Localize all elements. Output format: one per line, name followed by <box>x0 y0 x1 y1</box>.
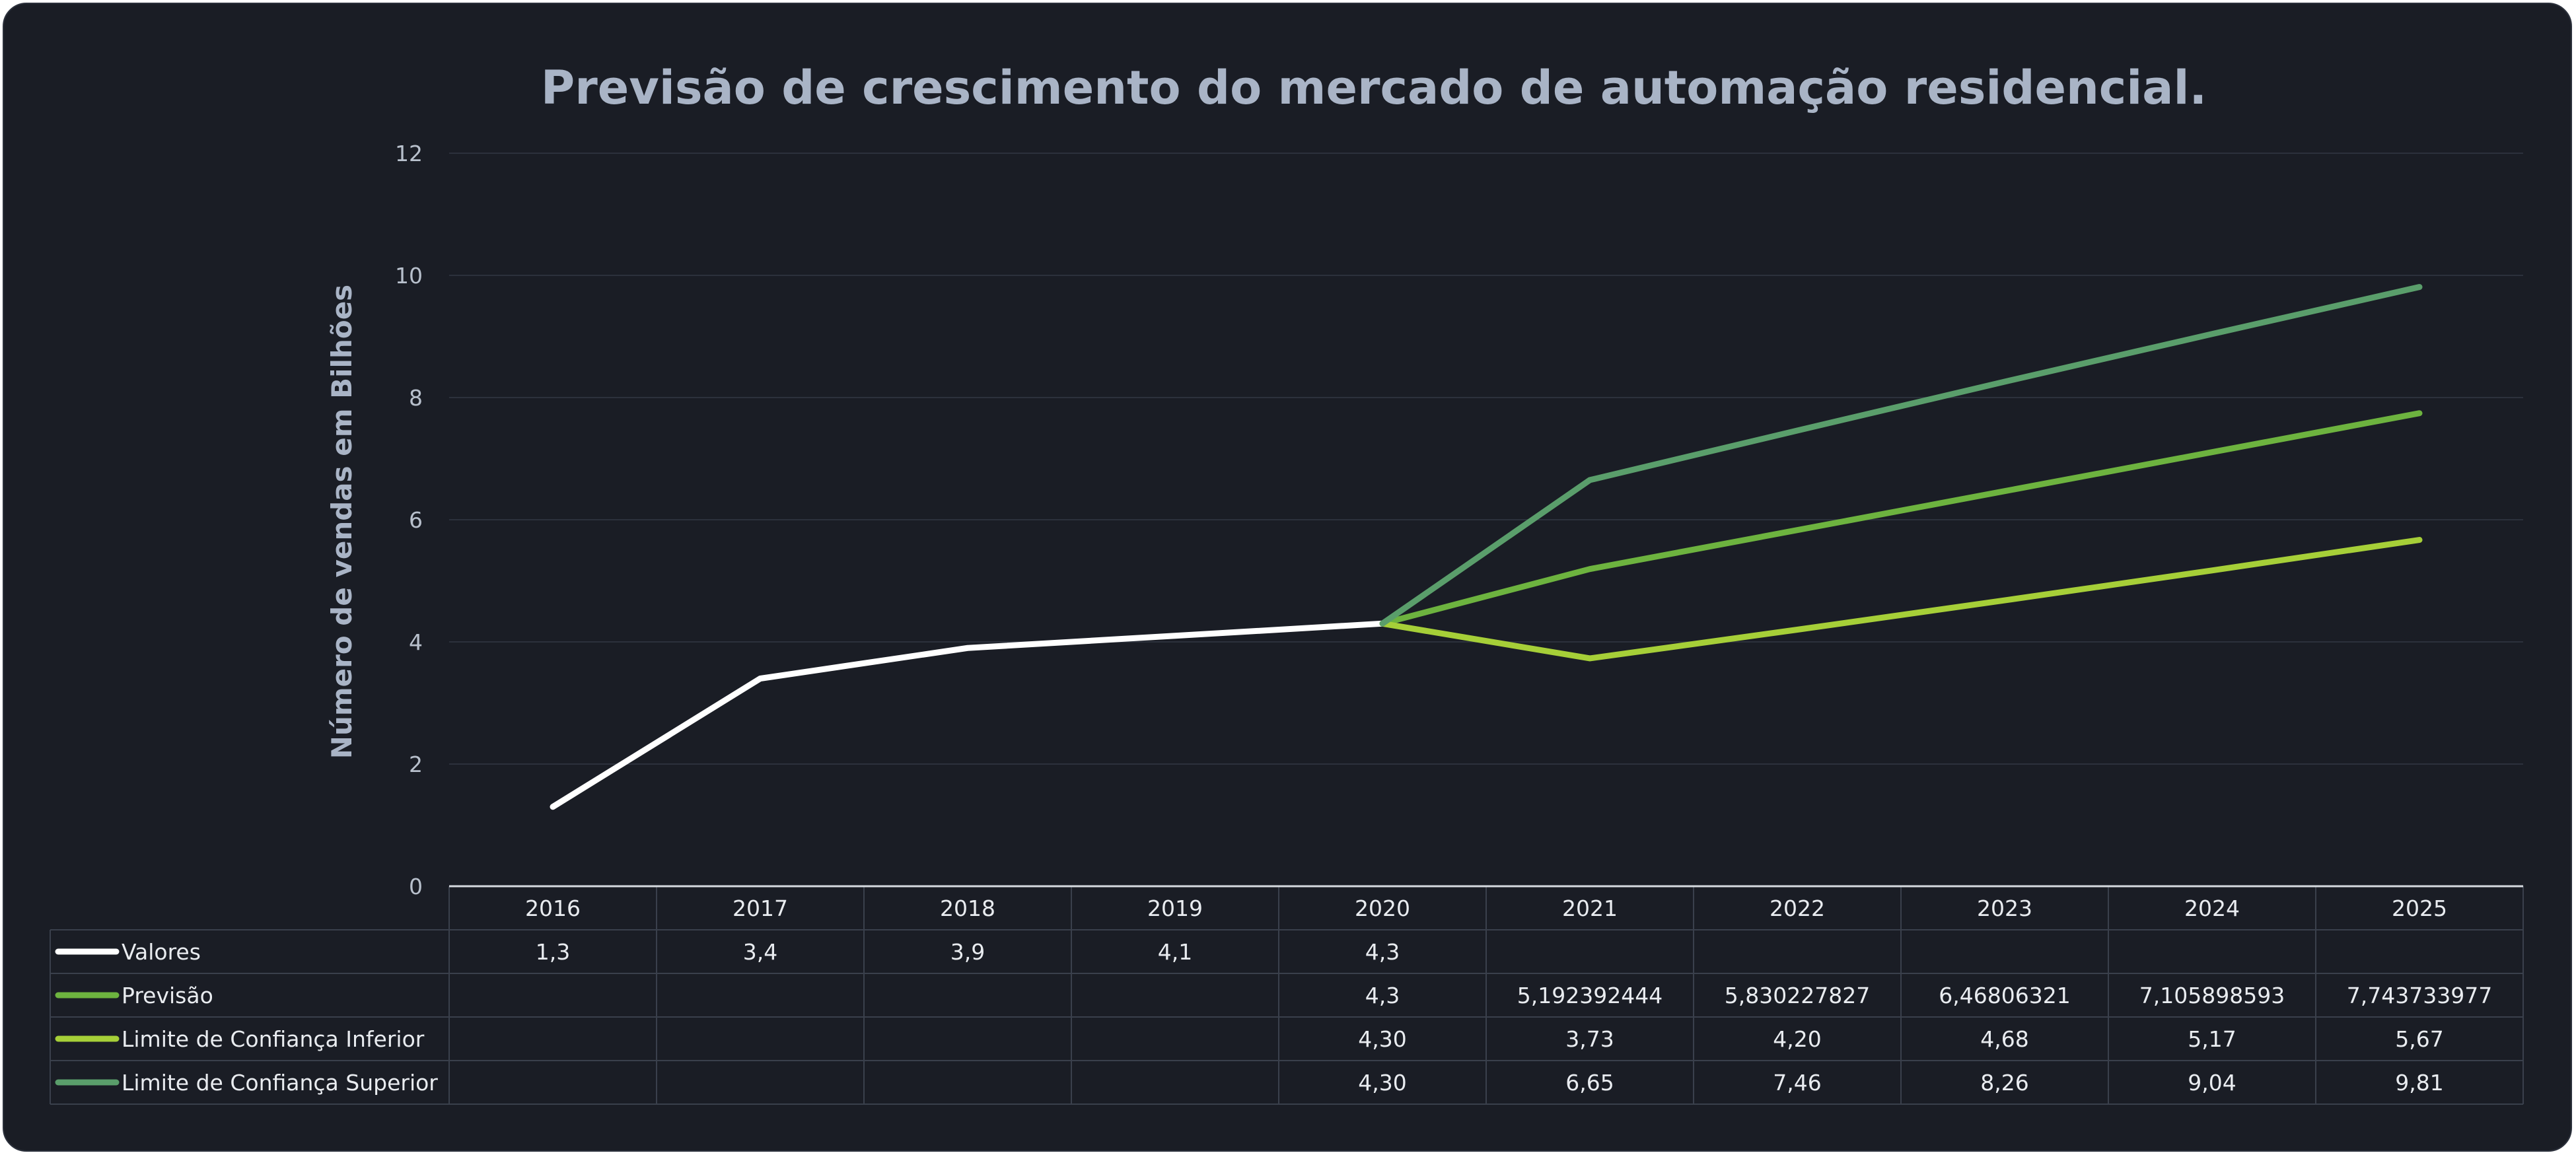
series-line-1 <box>550 620 1386 810</box>
data-label: 7,46 <box>1773 1070 1821 1096</box>
x-tick-label: 2019 <box>1147 895 1203 921</box>
data-label: 4,20 <box>1773 1026 1821 1052</box>
data-label: 3,9 <box>950 939 985 965</box>
legend-label: Previsão <box>122 983 213 1008</box>
data-label: 4,68 <box>1980 1026 2028 1052</box>
data-label: 4,3 <box>1365 983 1400 1008</box>
legend-label: Limite de Confiança Inferior <box>122 1026 425 1052</box>
y-tick-label: 8 <box>409 385 423 411</box>
data-label: 6,65 <box>1565 1070 1614 1096</box>
x-tick-label: 2018 <box>940 895 995 921</box>
x-tick-label: 2023 <box>1977 895 2032 921</box>
data-label: 4,1 <box>1158 939 1192 965</box>
data-label: 4,3 <box>1365 939 1400 965</box>
y-tick-label: 10 <box>395 263 423 289</box>
data-label: 4,30 <box>1358 1070 1406 1096</box>
y-tick-label: 4 <box>409 629 423 655</box>
data-label: 5,830227827 <box>1725 983 1870 1008</box>
x-tick-label: 2016 <box>525 895 581 921</box>
data-label: 6,46806321 <box>1939 983 2070 1008</box>
series-line-4 <box>1379 284 2423 627</box>
data-label: 7,105898593 <box>2139 983 2285 1008</box>
data-label: 3,4 <box>743 939 777 965</box>
data-label: 4,30 <box>1358 1026 1406 1052</box>
x-tick-label: 2017 <box>733 895 788 921</box>
data-label: 3,73 <box>1565 1026 1614 1052</box>
y-tick-label: 2 <box>409 752 423 777</box>
chart-title: Previsão de crescimento do mercado de au… <box>541 61 2207 115</box>
data-label: 5,17 <box>2188 1026 2236 1052</box>
y-axis-ticks: 0 2 4 6 8 10 12 <box>395 141 423 899</box>
data-label: 5,67 <box>2395 1026 2443 1052</box>
x-tick-label: 2025 <box>2392 895 2447 921</box>
gridlines <box>449 153 2523 765</box>
y-tick-label: 6 <box>409 507 423 533</box>
data-label: 5,192392444 <box>1517 983 1663 1008</box>
legend-label: Valores <box>122 939 201 965</box>
y-tick-label: 0 <box>409 874 423 899</box>
series-lines <box>550 284 2423 810</box>
data-label: 9,81 <box>2395 1070 2443 1096</box>
y-axis-label: Número de vendas em Bilhões <box>326 285 358 759</box>
x-tick-label: 2024 <box>2184 895 2240 921</box>
x-tick-label: 2020 <box>1355 895 1410 921</box>
x-tick-label: 2021 <box>1562 895 1618 921</box>
data-label: 8,26 <box>1980 1070 2028 1096</box>
legend-label: Limite de Confiança Superior <box>122 1070 438 1096</box>
series-line-2 <box>1379 410 2423 627</box>
x-tick-label: 2022 <box>1770 895 1825 921</box>
y-tick-label: 12 <box>395 141 423 166</box>
series-line-3 <box>1379 537 2423 662</box>
data-table: 2016 2017 2018 2019 2020 2021 2022 2023 2024 2025… <box>50 885 2524 1105</box>
data-label: 1,3 <box>536 939 570 965</box>
data-label: 9,04 <box>2188 1070 2236 1096</box>
data-label: 7,743733977 <box>2347 983 2492 1008</box>
chart-panel <box>3 3 2572 1152</box>
